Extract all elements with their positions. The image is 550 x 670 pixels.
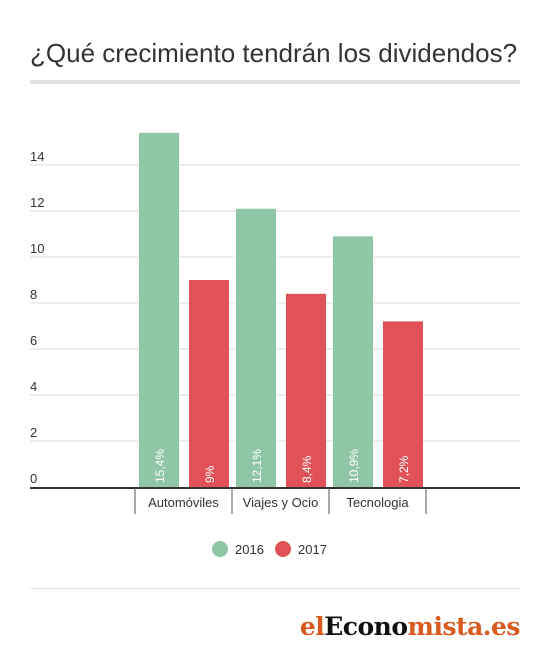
brand-logo-part: el bbox=[299, 612, 325, 641]
y-tick-label: 0 bbox=[30, 471, 37, 486]
bar-2017-2 bbox=[383, 321, 423, 487]
x-tick-label: Tecnologia bbox=[346, 495, 409, 510]
bar-2016-2 bbox=[333, 236, 373, 487]
bar-data-label: 10,9% bbox=[347, 449, 361, 483]
x-tick-label: Automóviles bbox=[148, 495, 219, 510]
bar-2016-1 bbox=[236, 208, 276, 487]
y-tick-label: 2 bbox=[30, 425, 37, 440]
y-tick-label: 4 bbox=[30, 379, 37, 394]
legend: 2016 2017 bbox=[212, 541, 327, 557]
legend-label: 2017 bbox=[298, 542, 327, 557]
bar-data-label: 12,1% bbox=[250, 449, 264, 483]
brand-logo[interactable]: elEconomista.es bbox=[299, 612, 521, 641]
bar-data-label: 7,2% bbox=[397, 455, 411, 483]
y-tick-label: 6 bbox=[30, 333, 37, 348]
legend-label: 2016 bbox=[235, 542, 264, 557]
bar-2016-0 bbox=[139, 132, 179, 488]
bar-2017-1 bbox=[286, 293, 326, 487]
bar-2017-0 bbox=[189, 280, 229, 487]
x-axis: Automóviles Viajes y Ocio Tecnologia bbox=[30, 487, 520, 514]
bar-data-label: 15,4% bbox=[153, 449, 167, 483]
bar-data-label: 9% bbox=[203, 465, 217, 483]
legend-marker-2017 bbox=[275, 541, 291, 557]
bar-labels: 15,4% 9% 12,1% 8,4% 10,9% 7,2% bbox=[153, 449, 411, 483]
brand-logo-part: Econo bbox=[324, 612, 408, 641]
legend-marker-2016 bbox=[212, 541, 228, 557]
y-tick-label: 14 bbox=[30, 149, 44, 164]
y-tick-label: 8 bbox=[30, 287, 37, 302]
title-divider bbox=[30, 80, 520, 84]
brand-logo-part: mista.es bbox=[407, 612, 521, 641]
x-tick-label: Viajes y Ocio bbox=[243, 495, 319, 510]
bars bbox=[139, 132, 423, 488]
y-axis-ticks: 0 2 4 6 8 10 12 14 bbox=[30, 149, 44, 486]
y-tick-label: 12 bbox=[30, 195, 44, 210]
bar-data-label: 8,4% bbox=[300, 455, 314, 483]
bar-chart: 0 2 4 6 8 10 12 14 15,4% 9% 12,1% 8,4% 10,9% 7,2% Au… bbox=[30, 132, 520, 557]
footer-divider bbox=[30, 588, 520, 589]
y-tick-label: 10 bbox=[30, 241, 44, 256]
chart-title: ¿Qué crecimiento tendrán los dividendos? bbox=[30, 38, 518, 68]
